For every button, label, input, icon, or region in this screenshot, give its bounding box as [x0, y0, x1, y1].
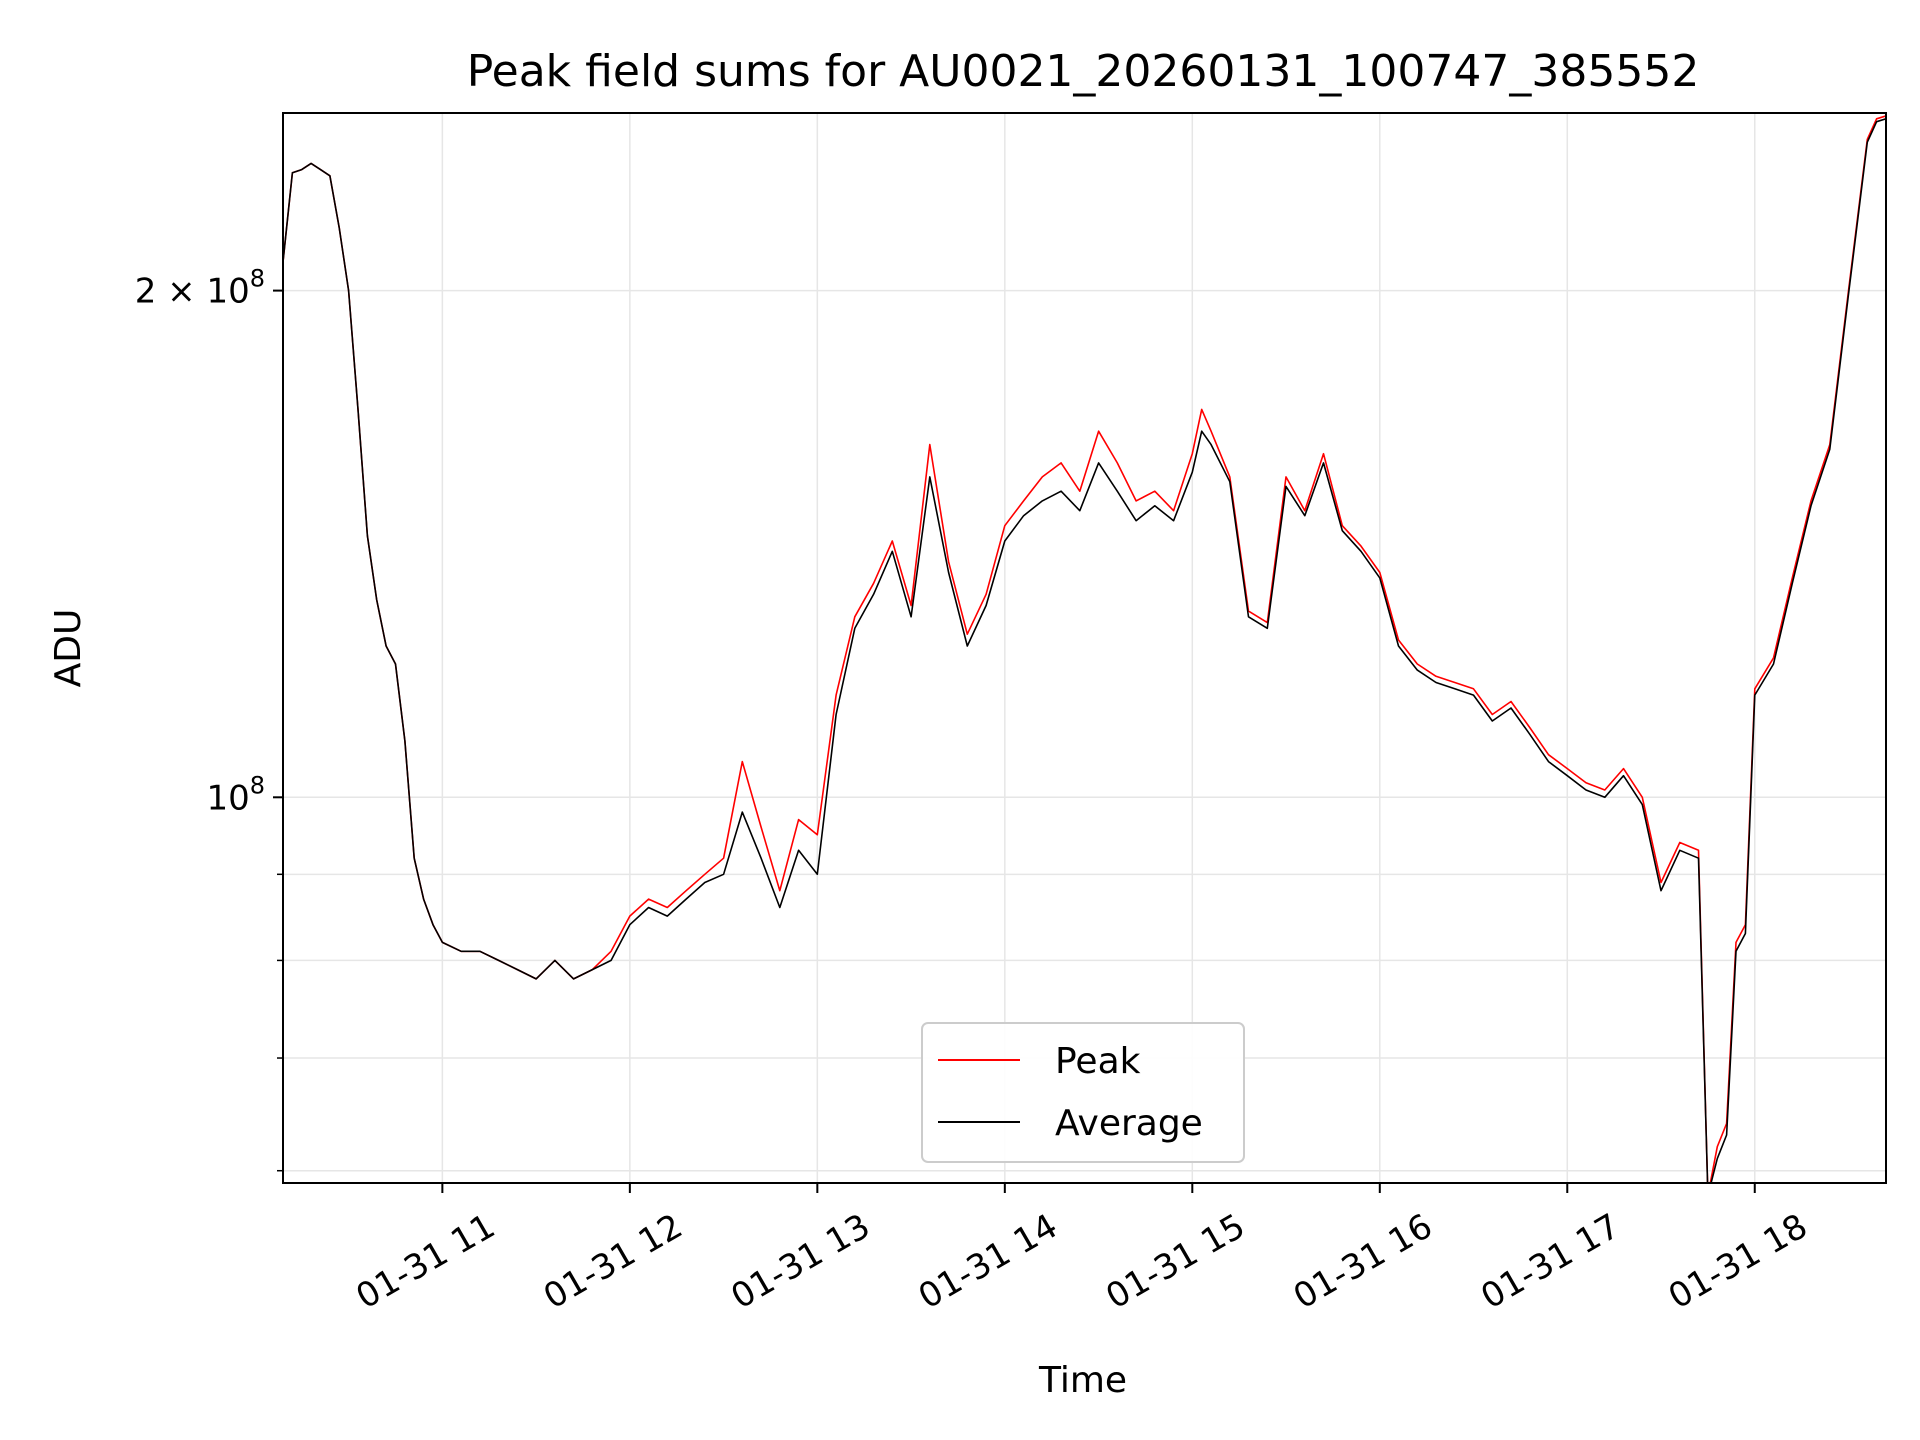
- y-tick-label-base: 2 × 10: [135, 272, 250, 312]
- legend-label-peak: Peak: [1055, 1041, 1141, 1082]
- y-axis-label: ADU: [48, 609, 89, 688]
- y-tick-label-exponent: 8: [250, 265, 265, 293]
- chart-title: Peak field sums for AU0021_20260131_1007…: [467, 46, 1700, 97]
- y-tick-label: 2 × 108: [135, 265, 265, 312]
- legend-label-average: Average: [1055, 1103, 1203, 1144]
- series-layer: [283, 115, 1886, 1183]
- y-tick-label: 108: [206, 771, 265, 818]
- legend-box: [921, 1022, 1245, 1163]
- plot-frame: [282, 112, 1887, 1184]
- series-line-average: [283, 118, 1886, 1183]
- y-tick-label-base: 10: [206, 778, 249, 818]
- legend: Peak Average: [921, 1022, 1245, 1163]
- grid: [283, 113, 1886, 1183]
- x-axis-label: Time: [1038, 1360, 1127, 1401]
- y-tick-label-exponent: 8: [250, 771, 265, 799]
